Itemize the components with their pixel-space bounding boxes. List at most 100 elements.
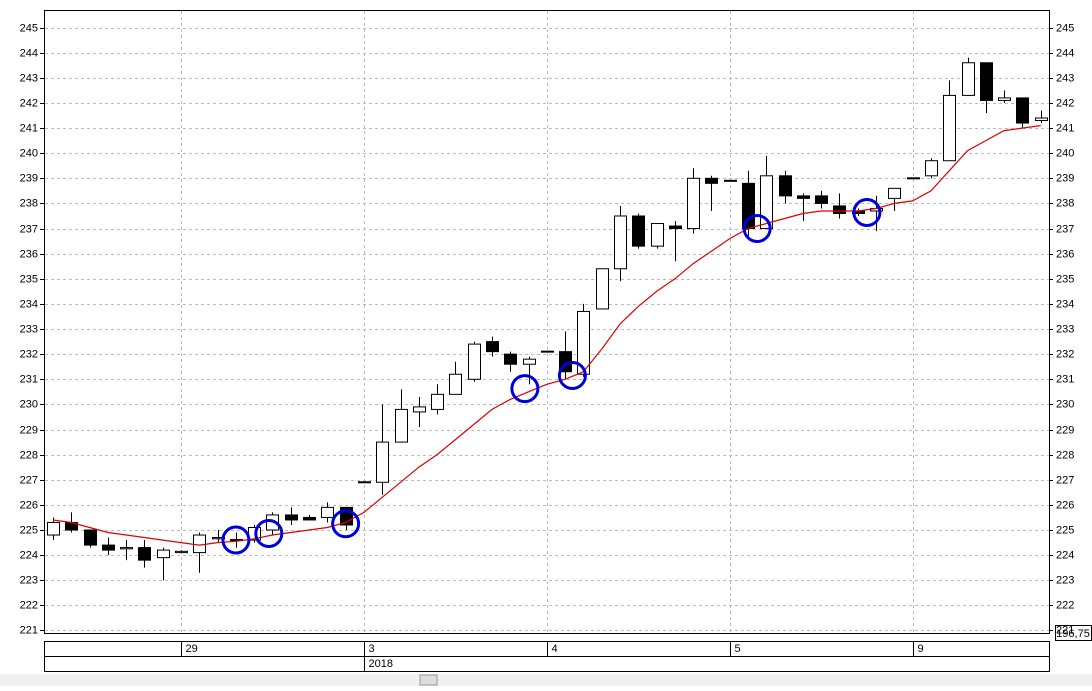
candle-body: [705, 177, 718, 184]
candle-body: [632, 215, 645, 247]
y-tick-label-right: 233: [1056, 323, 1074, 335]
candle-body: [120, 547, 133, 550]
scrollbar[interactable]: [0, 674, 1092, 686]
y-tick-label-right: 237: [1056, 223, 1074, 235]
candle-body: [651, 223, 664, 247]
candle-body: [376, 441, 389, 483]
highlight-circle: [742, 214, 772, 244]
candle-body: [157, 549, 170, 559]
candle-body: [998, 97, 1011, 101]
candle-body: [358, 481, 371, 484]
highlight-circle: [557, 361, 587, 391]
y-tick-label-right: 243: [1056, 72, 1074, 84]
y-tick-label: 239: [20, 172, 38, 184]
candle-body: [815, 195, 828, 204]
candle-body: [504, 353, 517, 365]
y-tick-label-right: 228: [1056, 449, 1074, 461]
y-tick-label: 233: [20, 323, 38, 335]
y-tick-label-right: 223: [1056, 574, 1074, 586]
y-tick-label: 236: [20, 248, 38, 260]
candle-body: [395, 408, 408, 443]
y-tick-label: 238: [20, 197, 38, 209]
y-tick-label: 225: [20, 524, 38, 536]
moving-average: [52, 125, 1041, 546]
x-tick-label: 5: [735, 643, 741, 655]
candle-body: [779, 175, 792, 197]
year-label: 2018: [369, 658, 393, 670]
candle-body: [431, 393, 444, 410]
candle-body: [760, 175, 773, 230]
y-tick-label-right: 231: [1056, 373, 1074, 385]
y-tick-label-right: 226: [1056, 499, 1074, 511]
y-tick-label: 228: [20, 449, 38, 461]
x-tick-label: 3: [369, 643, 375, 655]
candle-body: [468, 343, 481, 380]
y-tick-label: 241: [20, 122, 38, 134]
candle-body: [962, 62, 975, 96]
y-tick-label-right: 234: [1056, 298, 1074, 310]
y-tick-label-right: 229: [1056, 424, 1074, 436]
candle-body: [449, 373, 462, 395]
y-tick-label: 230: [20, 398, 38, 410]
y-tick-label: 245: [20, 22, 38, 34]
candle-body: [47, 521, 60, 536]
y-tick-label: 229: [20, 424, 38, 436]
candle-body: [413, 406, 426, 413]
y-tick-label: 231: [20, 373, 38, 385]
y-tick-label-right: 238: [1056, 197, 1074, 209]
y-tick-label: 222: [20, 599, 38, 611]
scroll-thumb[interactable]: [419, 674, 438, 686]
candle-body: [797, 195, 810, 199]
candle-body: [907, 177, 920, 180]
y-tick-label-right: 221: [1056, 624, 1074, 636]
y-tick-label-right: 225: [1056, 524, 1074, 536]
y-tick-label-right: 227: [1056, 474, 1074, 486]
candle-body: [577, 310, 590, 375]
y-tick-label: 226: [20, 499, 38, 511]
y-tick-label-right: 241: [1056, 122, 1074, 134]
candle-body: [102, 544, 115, 551]
y-tick-label-right: 222: [1056, 599, 1074, 611]
y-tick-label-right: 245: [1056, 22, 1074, 34]
candle-body: [321, 506, 334, 518]
candle-body: [742, 182, 755, 230]
candle-body: [541, 350, 554, 353]
y-tick-label-right: 232: [1056, 348, 1074, 360]
candle-body: [724, 179, 737, 182]
candle-body: [486, 341, 499, 353]
highlight-circle: [254, 519, 284, 549]
candle-body: [1016, 97, 1029, 124]
y-tick-label-right: 242: [1056, 97, 1074, 109]
candle-body: [669, 225, 682, 230]
y-tick-label: 223: [20, 574, 38, 586]
y-tick-label-right: 240: [1056, 147, 1074, 159]
y-tick-label-right: 235: [1056, 273, 1074, 285]
y-tick-label: 234: [20, 298, 38, 310]
y-tick-label: 240: [20, 147, 38, 159]
candle-body: [687, 177, 700, 230]
candle-body: [523, 358, 536, 365]
y-tick-label: 221: [20, 624, 38, 636]
price-label: 196,75: [1056, 628, 1090, 640]
highlight-circle: [221, 525, 251, 555]
candle-body: [614, 215, 627, 270]
candle-body: [925, 160, 938, 177]
y-tick-label: 243: [20, 72, 38, 84]
y-tick-label: 235: [20, 273, 38, 285]
candle-body: [285, 514, 298, 521]
candle-body: [303, 516, 316, 521]
candle-body: [1035, 117, 1048, 122]
y-tick-label: 232: [20, 348, 38, 360]
candle-body: [175, 550, 188, 554]
y-tick-label-right: 244: [1056, 47, 1074, 59]
candle-body: [980, 62, 993, 101]
y-tick-label: 227: [20, 474, 38, 486]
candle-body: [138, 547, 151, 561]
y-tick-label: 244: [20, 47, 38, 59]
candle-body: [833, 205, 846, 214]
candle-body: [193, 534, 206, 554]
candle-body: [943, 94, 956, 162]
candle-body: [888, 187, 901, 199]
